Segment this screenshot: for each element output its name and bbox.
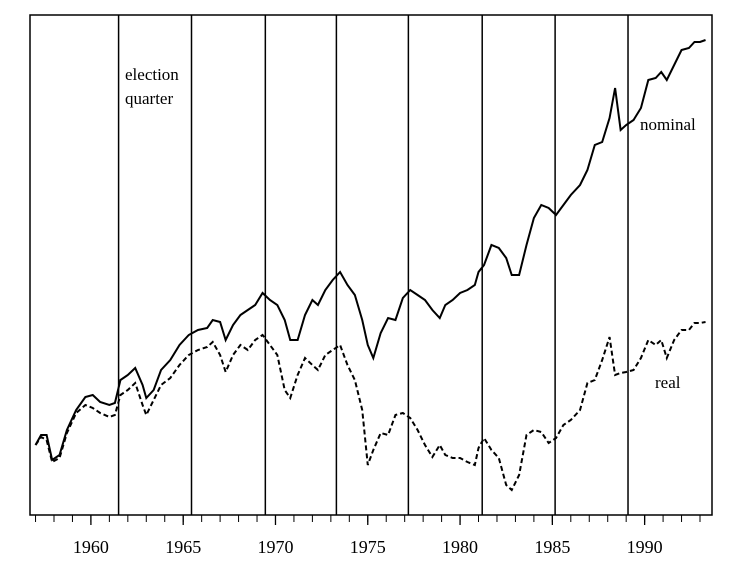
series-label: real [655,373,681,392]
x-tick-label: 1990 [627,537,663,557]
x-tick-label: 1970 [257,537,293,557]
x-tick-label: 1980 [442,537,478,557]
plot-frame [29,14,713,516]
annotation: quarter [125,89,173,108]
series-label: nominal [640,115,696,134]
x-tick-label: 1960 [73,537,109,557]
x-tick-label: 1965 [165,537,201,557]
annotation: election [125,65,179,84]
x-tick-label: 1975 [350,537,386,557]
x-tick-label: 1985 [534,537,570,557]
series-line [34,321,706,492]
series-line [34,39,706,462]
